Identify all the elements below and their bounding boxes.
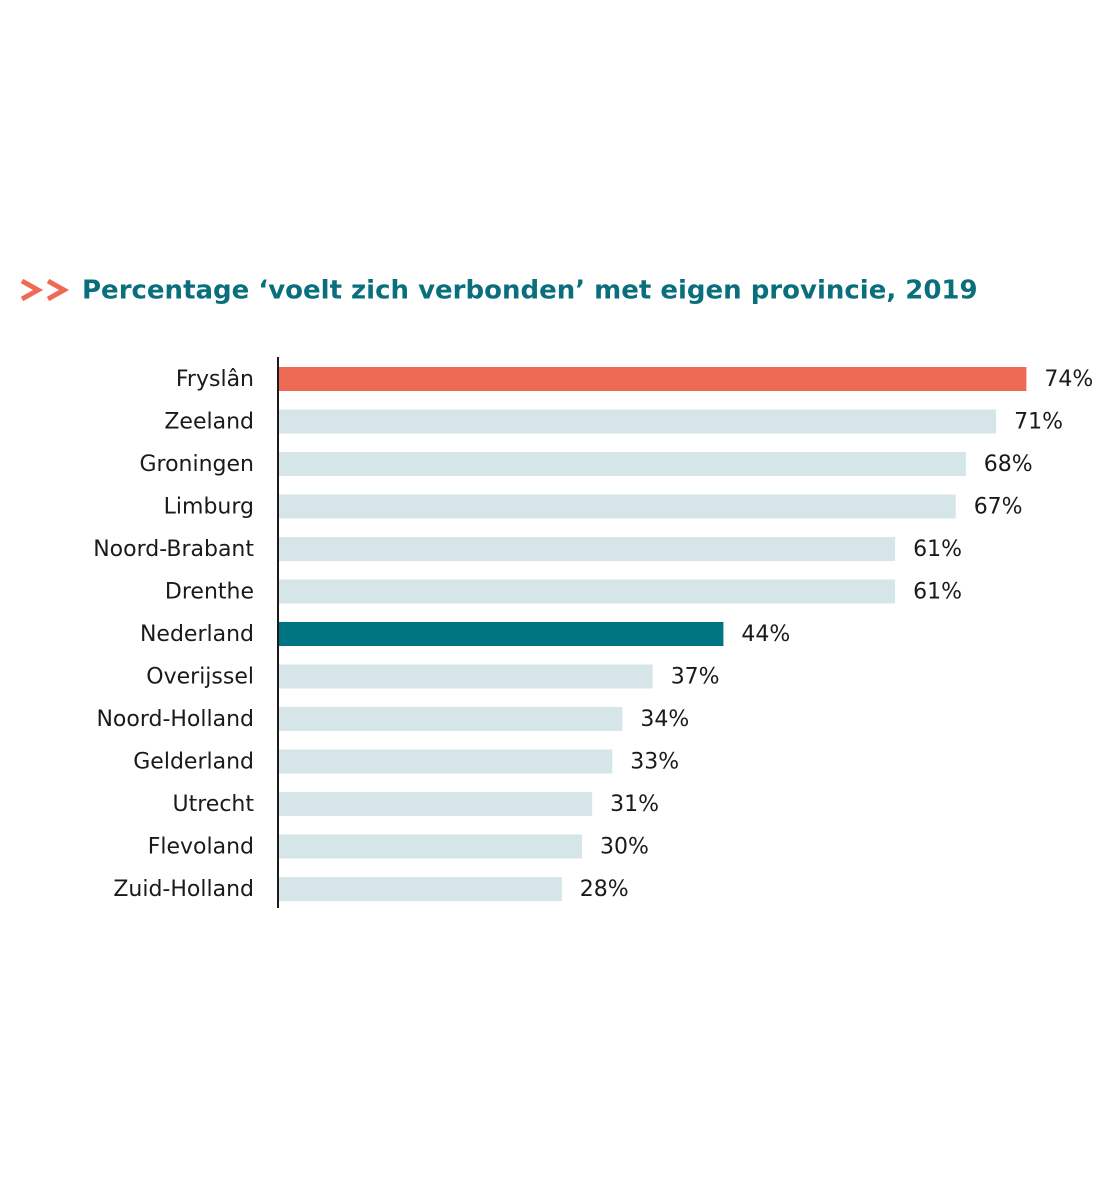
bar — [279, 579, 896, 604]
value-label: 34% — [640, 707, 689, 732]
category-label: Zeeland — [164, 410, 254, 435]
value-label: 31% — [610, 792, 659, 817]
category-label: Noord-Brabant — [93, 537, 254, 562]
bar — [279, 367, 1027, 391]
category-label: Utrecht — [173, 792, 255, 817]
category-label: Drenthe — [165, 580, 254, 605]
category-label: Groningen — [139, 452, 254, 477]
bar — [279, 537, 896, 561]
category-label: Limburg — [164, 495, 254, 520]
bar — [279, 834, 582, 859]
value-label: 30% — [600, 835, 649, 860]
title-icon — [20, 278, 70, 302]
bar — [279, 409, 997, 434]
value-label: 33% — [630, 750, 679, 775]
bar — [279, 664, 653, 689]
category-label: Nederland — [140, 622, 254, 647]
value-label: 44% — [741, 622, 790, 647]
bar — [279, 494, 956, 519]
value-label: 28% — [580, 877, 629, 902]
value-label: 37% — [671, 665, 720, 690]
bar — [279, 792, 593, 816]
value-label: 68% — [984, 452, 1033, 477]
bar — [279, 707, 623, 731]
value-label: 71% — [1014, 410, 1063, 435]
category-label: Noord-Holland — [96, 707, 254, 732]
category-label: Gelderland — [133, 750, 254, 775]
value-label: 74% — [1044, 367, 1093, 392]
chart-title: Percentage ‘voelt zich verbonden’ met ei… — [82, 276, 978, 306]
bar — [279, 877, 562, 901]
value-label: 67% — [974, 495, 1023, 520]
bar — [279, 749, 613, 774]
category-label: Overijssel — [146, 665, 254, 690]
category-label: Zuid-Holland — [113, 877, 254, 902]
bar — [279, 622, 724, 646]
value-label: 61% — [913, 580, 962, 605]
value-label: 61% — [913, 537, 962, 562]
bar — [279, 452, 966, 476]
category-label: Flevoland — [148, 835, 254, 860]
category-label: Fryslân — [176, 367, 254, 392]
